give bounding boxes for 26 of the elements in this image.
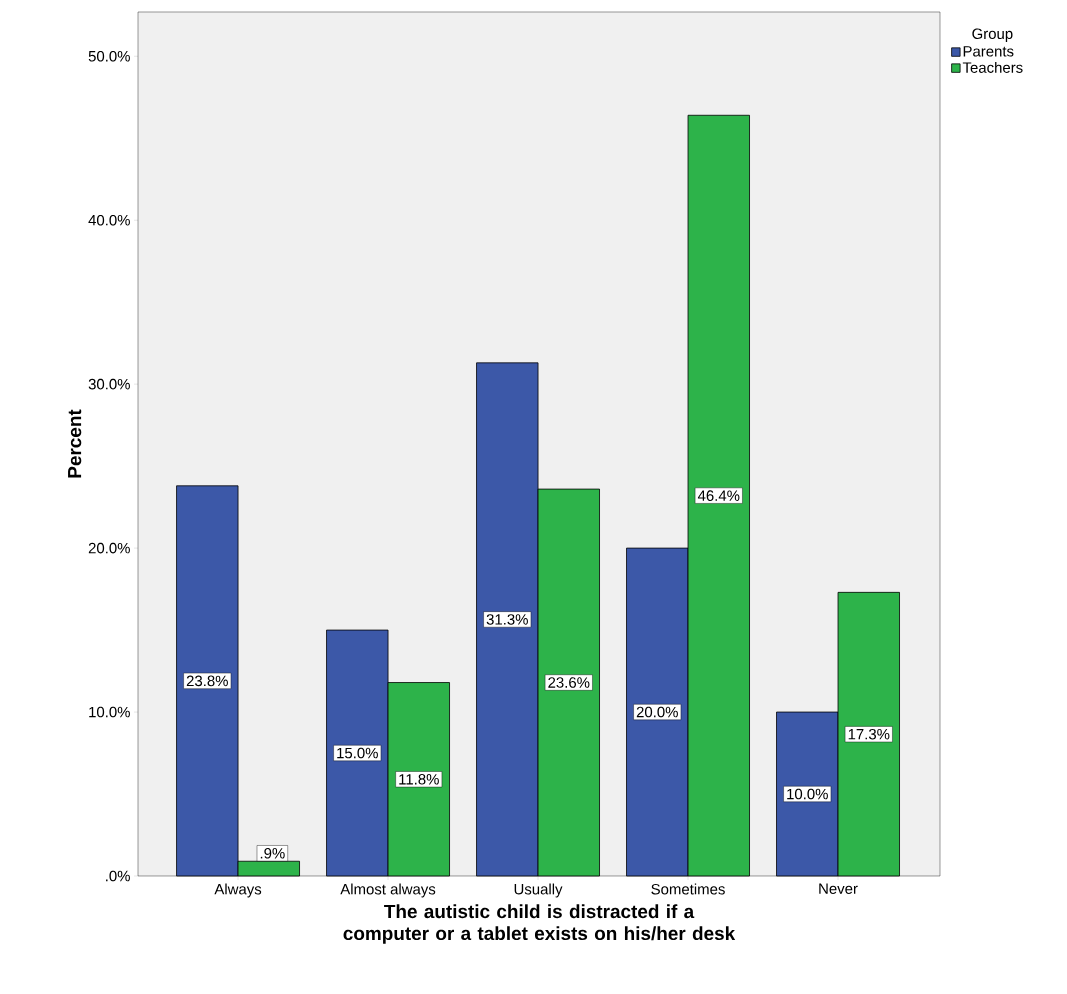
legend-title: Group — [972, 28, 1013, 42]
x-tick-label: Usually — [514, 883, 563, 898]
legend-label: Teachers — [962, 61, 1023, 73]
data-label: 11.8% — [399, 773, 439, 785]
y-tick-label: 50.0% — [88, 50, 130, 62]
data-label: 46.4% — [697, 490, 740, 501]
data-label: 20.0% — [636, 706, 678, 718]
x-axis-title: The autistic child is distracted if a computer or a tablet exists on his/her desk — [343, 904, 736, 944]
y-tick-label: 30.0% — [88, 378, 130, 390]
data-label: .9% — [260, 847, 285, 859]
y-axis-title: Percent — [68, 409, 82, 478]
x-tick-label: Almost always — [340, 883, 436, 898]
data-label: 17.3% — [848, 728, 890, 740]
x-tick-label: Never — [819, 883, 858, 894]
legend-label: Parents — [963, 46, 1014, 57]
data-label: 10.0% — [787, 788, 828, 800]
y-tick-label: 10.0% — [89, 706, 130, 718]
x-tick-label: Sometimes — [651, 883, 725, 895]
data-label: 23.6% — [548, 677, 590, 688]
y-tick-label: 40.0% — [88, 214, 130, 226]
data-label: 31.3% — [486, 614, 528, 625]
y-tick-label: .0% — [106, 870, 130, 882]
data-label: 23.8% — [186, 675, 228, 687]
y-tick-label: 20.0% — [88, 542, 130, 554]
x-tick-label: Always — [214, 883, 262, 898]
data-label: 15.0% — [337, 747, 378, 759]
